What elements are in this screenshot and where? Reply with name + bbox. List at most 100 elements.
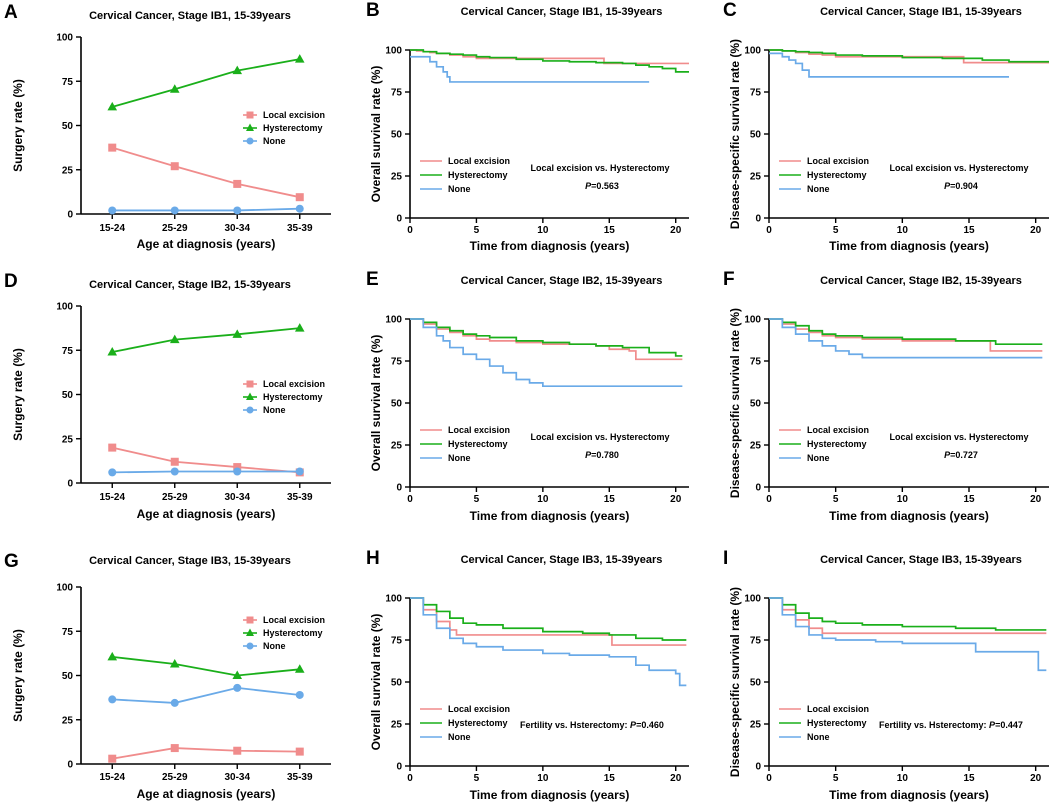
data-point-none [295, 467, 304, 476]
data-point-hyst [169, 658, 180, 668]
y-tick-label: 100 [385, 315, 402, 326]
legend-marker-local [246, 616, 254, 624]
y-tick-label: 0 [396, 483, 402, 494]
data-point-none [170, 467, 179, 476]
x-axis-label: Time from diagnosis (years) [470, 509, 630, 523]
legend-label-hyst: Hysterectomy [263, 123, 323, 133]
x-tick-label: 15-24 [99, 772, 125, 783]
y-tick-label: 0 [396, 762, 402, 773]
y-tick-label: 100 [56, 583, 73, 594]
data-point-local [170, 162, 179, 171]
x-tick-label: 5 [474, 773, 480, 784]
panel-i: I Cervical Cancer, Stage IB3, 15-39years 0… [723, 548, 1049, 802]
legend-label-local: Local excision [448, 156, 510, 166]
panel-b: B Cervical Cancer, Stage IB1, 15-39years 0… [366, 0, 689, 253]
panel-letter: F [723, 269, 735, 290]
data-point-hyst [232, 65, 243, 75]
y-tick-label: 75 [750, 88, 762, 99]
x-tick-label: 30-34 [224, 492, 250, 503]
x-tick-label: 15 [604, 225, 616, 236]
survival-curve-none [769, 52, 1009, 78]
legend-label-local: Local excision [807, 704, 869, 714]
panel-d: D Cervical Cancer, Stage IB2, 15-39years 0… [4, 271, 331, 521]
y-tick-label: 100 [744, 46, 761, 57]
legend-label-hyst: Hysterectomy [448, 439, 508, 449]
x-tick-label: 0 [407, 225, 413, 236]
y-axis-label: Surgery rate (%) [11, 348, 25, 441]
survival-curve-none [410, 597, 687, 687]
data-point-local [108, 754, 117, 763]
legend-marker-hyst [246, 628, 254, 636]
series-line-local [111, 146, 300, 199]
data-point-local [295, 747, 304, 756]
data-point-none [233, 467, 242, 476]
survival-curve-hyst [410, 49, 689, 73]
survival-curve-none [410, 55, 650, 83]
legend-label-none: None [448, 184, 471, 194]
y-tick-label: 75 [391, 636, 403, 647]
data-point-none [295, 204, 304, 213]
y-tick-label: 50 [391, 130, 403, 141]
legend-label-hyst: Hysterectomy [448, 170, 508, 180]
y-tick-label: 75 [750, 357, 762, 368]
x-tick-label: 10 [897, 773, 909, 784]
comparison-annotation: Local excision vs. Hysterectomy [530, 432, 669, 442]
chart-title: Cervical Cancer, Stage IB2, 15-39years [461, 275, 663, 287]
y-axis-label: Surgery rate (%) [11, 629, 25, 722]
x-tick-label: 10 [897, 494, 909, 505]
y-tick-label: 0 [67, 479, 73, 490]
data-point-hyst [232, 670, 243, 679]
data-point-none [295, 690, 304, 699]
x-tick-label: 20 [670, 494, 682, 505]
x-tick-label: 5 [833, 225, 839, 236]
chart-title: Cervical Cancer, Stage IB1, 15-39years [461, 6, 663, 18]
data-point-local [233, 746, 242, 755]
x-tick-label: 5 [833, 773, 839, 784]
x-tick-label: 10 [537, 225, 549, 236]
y-tick-label: 25 [391, 172, 403, 183]
y-tick-label: 50 [391, 678, 403, 689]
panel-letter: D [4, 271, 18, 292]
data-point-hyst [169, 334, 180, 344]
data-point-none [108, 206, 117, 215]
panel-letter: G [4, 551, 19, 572]
legend-marker-hyst [246, 123, 254, 131]
survival-curve-local [769, 597, 1047, 635]
data-point-hyst [107, 651, 118, 661]
y-tick-label: 75 [750, 636, 762, 647]
x-tick-label: 35-39 [287, 492, 313, 503]
panel-letter: B [366, 0, 380, 21]
legend-label-none: None [807, 453, 830, 463]
x-tick-label: 0 [766, 494, 772, 505]
x-tick-label: 15 [963, 773, 975, 784]
legend-marker-none [246, 137, 254, 145]
panel-letter: E [366, 269, 379, 290]
x-axis-label: Time from diagnosis (years) [470, 788, 630, 802]
x-tick-label: 20 [670, 773, 682, 784]
data-point-none [233, 206, 242, 215]
p-value: P=0.904 [944, 181, 978, 191]
x-tick-label: 10 [897, 225, 909, 236]
chart-title: Cervical Cancer, Stage IB2, 15-39years [89, 279, 291, 291]
y-tick-label: 25 [62, 434, 74, 445]
x-tick-label: 25-29 [162, 772, 188, 783]
x-tick-label: 15 [604, 773, 616, 784]
x-tick-label: 5 [833, 494, 839, 505]
y-axis-label: Overall survival rate (%) [369, 614, 383, 751]
data-point-hyst [294, 323, 305, 332]
chart-title: Cervical Cancer, Stage IB3, 15-39years [89, 555, 291, 567]
survival-curve-none [410, 318, 683, 388]
x-axis-label: Time from diagnosis (years) [829, 509, 989, 523]
x-tick-label: 5 [474, 494, 480, 505]
y-axis-label: Disease-specific survival rate (%) [728, 308, 742, 498]
y-axis-label: Disease-specific survival rate (%) [728, 39, 742, 229]
y-tick-label: 100 [56, 33, 73, 44]
legend-label-hyst: Hysterectomy [263, 392, 323, 402]
y-tick-label: 50 [750, 678, 762, 689]
x-tick-label: 15 [963, 225, 975, 236]
legend-marker-none [246, 642, 254, 650]
x-tick-label: 20 [1030, 225, 1042, 236]
y-tick-label: 25 [62, 165, 74, 176]
data-point-hyst [107, 101, 118, 111]
